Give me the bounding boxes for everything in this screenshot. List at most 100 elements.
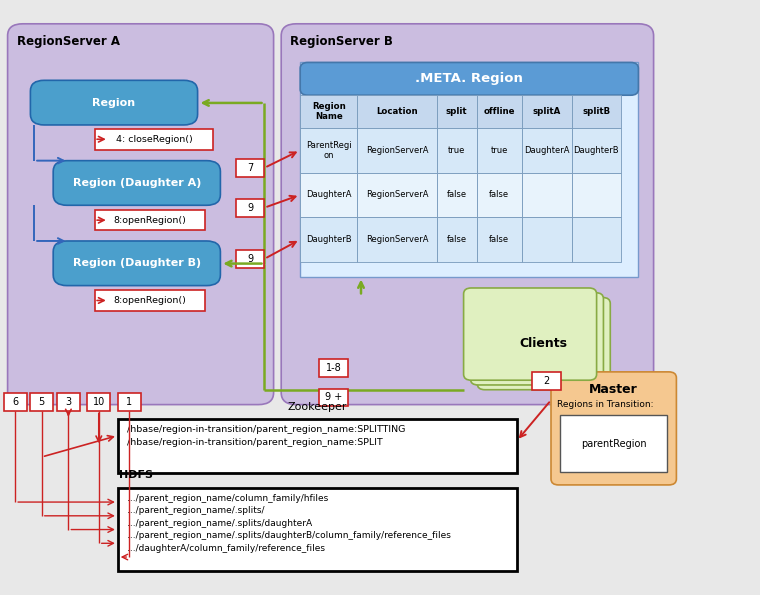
Bar	[572, 95, 621, 128]
Bar	[57, 393, 80, 411]
Text: 3: 3	[65, 397, 71, 406]
Bar	[437, 217, 477, 262]
Text: Region (Daughter A): Region (Daughter A)	[73, 178, 201, 188]
Bar	[357, 173, 437, 217]
Bar	[477, 173, 522, 217]
Text: RegionServer B: RegionServer B	[290, 35, 393, 48]
Text: Region: Region	[93, 98, 135, 108]
Bar	[300, 217, 357, 262]
Bar	[300, 95, 357, 128]
FancyBboxPatch shape	[551, 372, 676, 485]
Text: DaughterB: DaughterB	[306, 235, 352, 244]
Text: false: false	[447, 190, 467, 199]
Text: parentRegion: parentRegion	[581, 439, 647, 449]
Text: RegionServer A: RegionServer A	[17, 35, 120, 48]
Bar	[300, 173, 357, 217]
Text: .META. Region: .META. Region	[416, 73, 523, 85]
FancyBboxPatch shape	[53, 161, 220, 205]
Text: ParentRegi
on: ParentRegi on	[306, 140, 352, 160]
Text: false: false	[489, 190, 509, 199]
Text: false: false	[489, 235, 509, 244]
FancyBboxPatch shape	[8, 24, 274, 405]
Text: true: true	[491, 146, 508, 155]
Bar	[4, 393, 27, 411]
Text: .../parent_region_name/column_family/hfiles
.../parent_region_name/.splits/
.../: .../parent_region_name/column_family/hfi…	[127, 494, 451, 553]
Bar	[300, 62, 638, 277]
Text: offline: offline	[483, 107, 515, 116]
Text: Location: Location	[376, 107, 418, 116]
Text: Region
Name: Region Name	[312, 102, 346, 121]
Text: 6: 6	[12, 397, 18, 406]
Bar	[572, 217, 621, 262]
Bar	[477, 128, 522, 173]
Bar	[118, 488, 517, 571]
Text: 1: 1	[126, 397, 132, 406]
Bar	[437, 128, 477, 173]
Bar	[477, 217, 522, 262]
Text: true: true	[448, 146, 465, 155]
Bar	[300, 128, 357, 173]
Text: DaughterB: DaughterB	[573, 146, 619, 155]
Bar	[118, 419, 517, 473]
Bar	[532, 372, 561, 390]
FancyBboxPatch shape	[470, 293, 603, 385]
Text: 9: 9	[247, 254, 253, 264]
Bar	[95, 129, 213, 150]
Bar	[236, 199, 264, 217]
FancyBboxPatch shape	[300, 62, 638, 95]
Text: DaughterA: DaughterA	[306, 190, 351, 199]
Text: 4: closeRegion(): 4: closeRegion()	[116, 134, 192, 144]
Text: false: false	[447, 235, 467, 244]
Bar	[572, 173, 621, 217]
Bar	[95, 290, 205, 311]
Text: splitA: splitA	[533, 107, 561, 116]
Bar	[437, 173, 477, 217]
Text: DaughterA: DaughterA	[524, 146, 569, 155]
FancyBboxPatch shape	[464, 288, 597, 380]
Text: HDFS: HDFS	[119, 470, 154, 480]
Text: Region (Daughter B): Region (Daughter B)	[73, 258, 201, 268]
Text: /hbase/region-in-transition/parent_region_name:SPLITTING
/hbase/region-in-transi: /hbase/region-in-transition/parent_regio…	[127, 425, 405, 447]
Bar	[572, 128, 621, 173]
Text: 1-8: 1-8	[326, 363, 341, 372]
Bar	[522, 128, 572, 173]
Text: RegionServerA: RegionServerA	[366, 235, 429, 244]
FancyBboxPatch shape	[30, 80, 198, 125]
Text: 10: 10	[93, 397, 105, 406]
Bar	[236, 250, 264, 268]
Text: 8:openRegion(): 8:openRegion()	[114, 296, 186, 305]
Text: split: split	[446, 107, 467, 116]
Text: Master: Master	[589, 383, 638, 396]
Bar	[236, 159, 264, 177]
Text: splitB: splitB	[582, 107, 610, 116]
Bar	[118, 393, 141, 411]
Bar	[477, 95, 522, 128]
Text: 5: 5	[39, 397, 45, 406]
Text: 9 +: 9 +	[325, 393, 342, 402]
Text: 2: 2	[543, 376, 549, 386]
Text: RegionServerA: RegionServerA	[366, 190, 429, 199]
FancyBboxPatch shape	[477, 298, 610, 390]
Bar	[522, 95, 572, 128]
Bar	[357, 128, 437, 173]
Bar	[30, 393, 53, 411]
Text: Regions in Transition:: Regions in Transition:	[557, 400, 654, 409]
Text: RegionServerA: RegionServerA	[366, 146, 429, 155]
Text: Zookeeper: Zookeeper	[287, 402, 347, 412]
Bar	[319, 359, 348, 377]
Bar	[95, 210, 205, 230]
Bar	[522, 173, 572, 217]
Bar	[437, 95, 477, 128]
FancyBboxPatch shape	[281, 24, 654, 405]
Text: 8:openRegion(): 8:openRegion()	[114, 215, 186, 225]
FancyBboxPatch shape	[53, 241, 220, 286]
Bar	[87, 393, 110, 411]
Bar	[522, 217, 572, 262]
Text: 7: 7	[247, 163, 253, 173]
Text: 9: 9	[247, 203, 253, 212]
Bar	[560, 415, 667, 472]
Bar	[319, 389, 348, 406]
Text: Clients: Clients	[520, 337, 568, 350]
Bar	[357, 95, 437, 128]
Bar	[357, 217, 437, 262]
